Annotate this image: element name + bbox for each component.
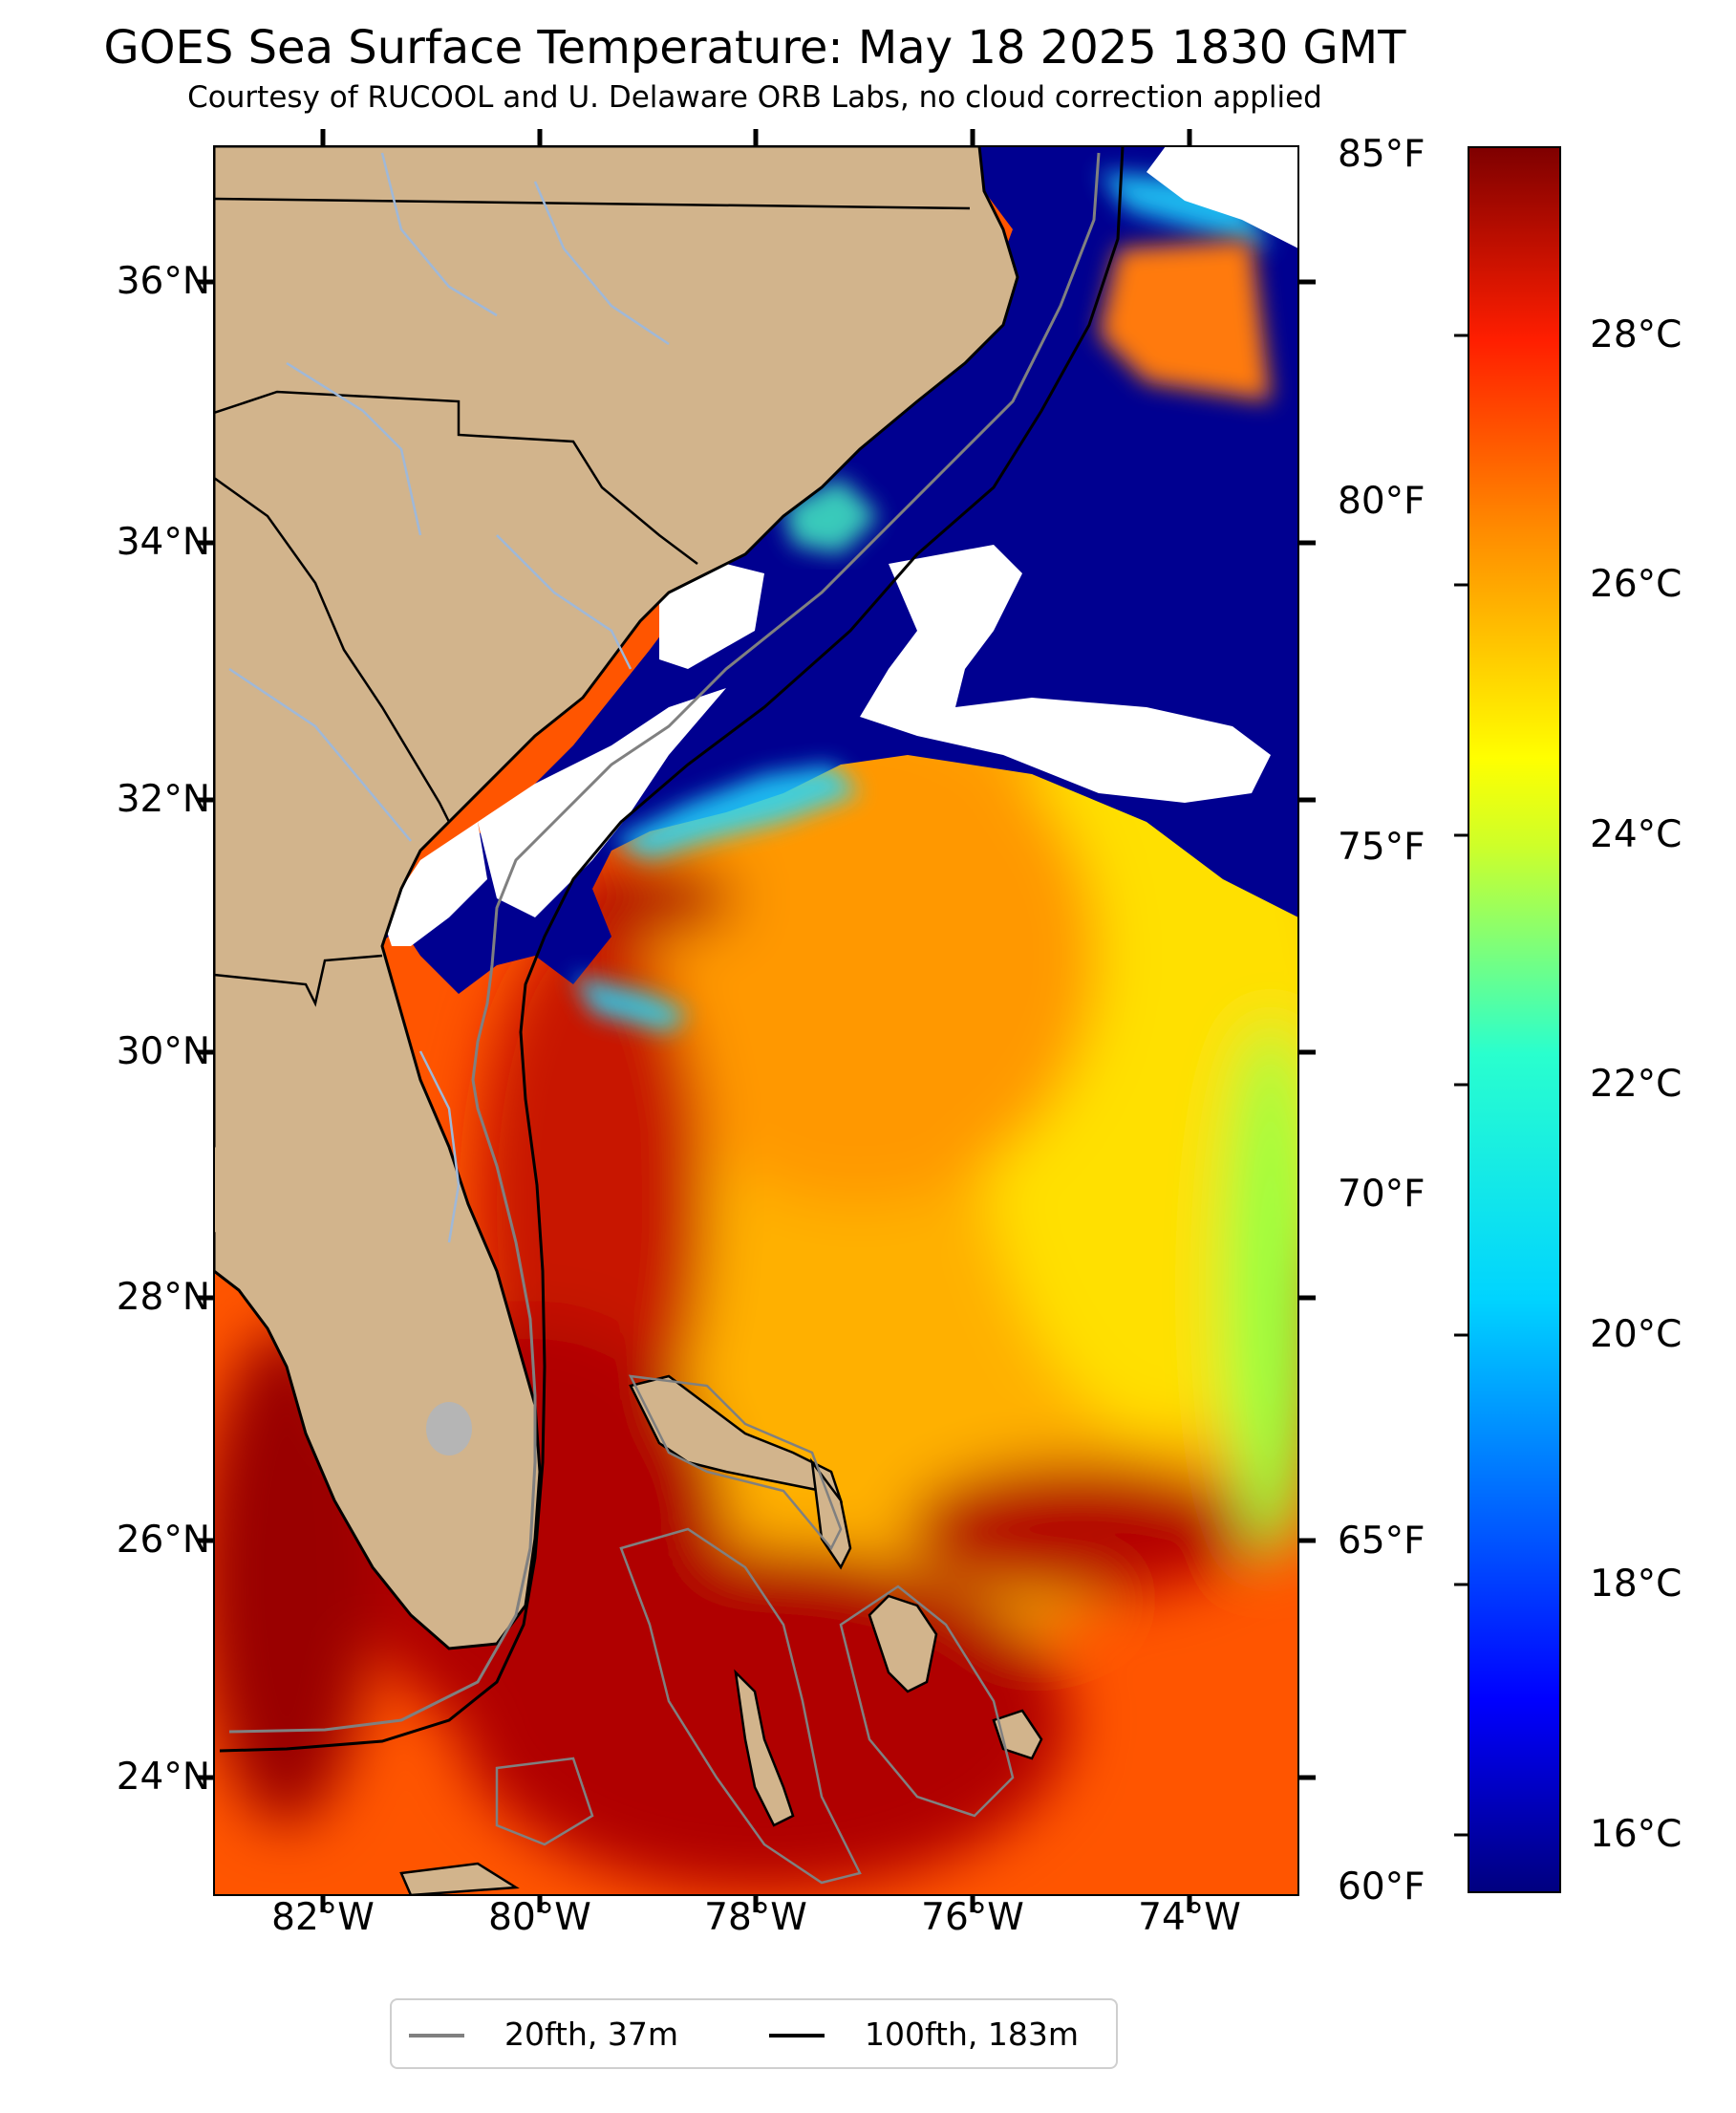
legend: 20fth, 37m 100fth, 183m: [390, 1998, 1118, 2069]
c-label-28: 28°C: [1590, 313, 1682, 356]
chart-title: GOES Sea Surface Temperature: May 18 202…: [103, 21, 1406, 75]
colorbar: [1468, 146, 1561, 1893]
lat-label-26n: 26°N: [116, 1519, 210, 1562]
contour-100fth: [219, 146, 1125, 1753]
colorbar-ticks: [1454, 334, 1468, 1837]
lat-label-36n: 36°N: [116, 260, 210, 303]
cloud-mask: [382, 146, 1298, 946]
lon-label-82w: 82°W: [271, 1896, 375, 1939]
contour-bahamas-20fth: [495, 1374, 1015, 1885]
c-label-20: 20°C: [1590, 1313, 1682, 1356]
c-label-24: 24°C: [1590, 813, 1682, 856]
lat-label-30n: 30°N: [116, 1030, 210, 1073]
f-label-85: 85°F: [1338, 133, 1425, 176]
rivers: [228, 152, 670, 1243]
lon-label-80w: 80°W: [488, 1896, 591, 1939]
state-borders: [214, 197, 971, 1007]
axis-ticks: [197, 129, 1316, 1912]
legend-label-100fth: 100fth, 183m: [865, 2016, 1079, 2053]
lat-label-24n: 24°N: [116, 1756, 210, 1799]
lake-okeechobee: [426, 1402, 472, 1455]
warm-eddy-north: [1099, 239, 1271, 401]
contour-20fth: [228, 152, 1101, 1734]
bahamas: [399, 1374, 1043, 1895]
c-label-16: 16°C: [1590, 1813, 1682, 1856]
lat-label-34n: 34°N: [116, 521, 210, 564]
legend-swatch-20fth: [409, 2034, 464, 2038]
legend-label-20fth: 20fth, 37m: [504, 2016, 678, 2053]
lat-label-28n: 28°N: [116, 1276, 210, 1319]
cold-front-cyan: [573, 172, 1271, 1032]
legend-swatch-100fth: [769, 2034, 825, 2038]
lon-label-78w: 78°W: [704, 1896, 807, 1939]
lat-label-32n: 32°N: [116, 778, 210, 821]
f-label-70: 70°F: [1338, 1173, 1425, 1216]
c-label-22: 22°C: [1590, 1063, 1682, 1106]
f-label-75: 75°F: [1338, 826, 1425, 869]
f-label-80: 80°F: [1338, 480, 1425, 523]
c-label-26: 26°C: [1590, 563, 1682, 606]
lon-label-76w: 76°W: [921, 1896, 1024, 1939]
map-canvas: [214, 146, 1298, 1895]
land-southeast-us: [214, 146, 1019, 1650]
f-label-65: 65°F: [1338, 1520, 1425, 1563]
chart-subtitle: Courtesy of RUCOOL and U. Delaware ORB L…: [187, 80, 1322, 115]
land-florida-west-coast: [214, 1147, 248, 1233]
c-label-18: 18°C: [1590, 1563, 1682, 1606]
lon-label-74w: 74°W: [1138, 1896, 1241, 1939]
f-label-60: 60°F: [1338, 1865, 1425, 1908]
